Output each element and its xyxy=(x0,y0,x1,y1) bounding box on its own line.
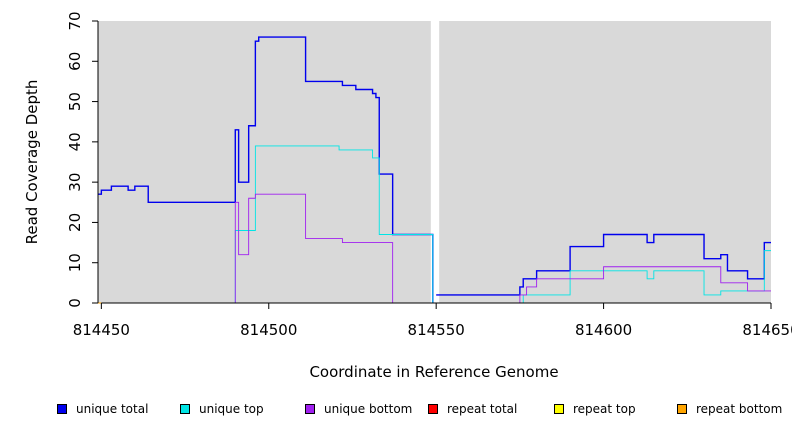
x-tick-label-814650: 814650 xyxy=(742,321,792,339)
series-line-unique-total-part-2 xyxy=(436,233,771,296)
legend-item-repeat-top: repeat top xyxy=(554,400,636,418)
plot-panels xyxy=(98,21,771,303)
legend-item-unique-total: unique total xyxy=(57,400,148,418)
x-tick-label-814550: 814550 xyxy=(408,321,465,339)
legend-swatch xyxy=(57,404,67,414)
plot-panel-right xyxy=(439,21,771,303)
legend-swatch xyxy=(305,404,315,414)
legend-label: repeat top xyxy=(573,402,636,416)
legend-label: repeat total xyxy=(447,402,518,416)
y-tick-label-30: 30 xyxy=(66,173,84,192)
legend-item-unique-top: unique top xyxy=(180,400,264,418)
y-axis-title: Read Coverage Depth xyxy=(23,80,41,245)
legend-item-repeat-bottom: repeat bottom xyxy=(677,400,782,418)
legend-label: unique total xyxy=(76,402,149,416)
y-tick-label-60: 60 xyxy=(66,52,84,71)
x-tick-label-814600: 814600 xyxy=(575,321,632,339)
series-line-unique-total-part-1 xyxy=(98,36,434,303)
y-tick-label-20: 20 xyxy=(66,213,84,232)
x-tick-label-814500: 814500 xyxy=(240,321,297,339)
legend-swatch xyxy=(554,404,564,414)
legend-item-unique-bottom: unique bottom xyxy=(305,400,412,418)
y-tick-label-50: 50 xyxy=(66,92,84,111)
legend-label: unique bottom xyxy=(324,402,413,416)
series-line-unique-top-part-2 xyxy=(436,250,771,304)
legend-label: unique top xyxy=(199,402,264,416)
legend: unique total unique top unique bottom repea… xyxy=(0,400,792,418)
y-tick-label-40: 40 xyxy=(66,132,84,151)
y-tick-label-10: 10 xyxy=(66,253,84,272)
y-tick-label-0: 0 xyxy=(66,298,84,308)
series-line-unique-bottom-part-2 xyxy=(436,266,771,304)
legend-label: repeat bottom xyxy=(696,402,783,416)
x-axis: 814450 814500 814550 814600 814650 xyxy=(73,302,792,339)
legend-swatch xyxy=(428,404,438,414)
y-axis: 0 10 20 30 40 50 60 70 xyxy=(66,11,99,308)
x-tick-label-814450: 814450 xyxy=(73,321,130,339)
legend-swatch xyxy=(677,404,687,414)
y-tick-label-70: 70 xyxy=(66,11,84,30)
plot-panel-left xyxy=(98,21,431,303)
x-axis-title: Coordinate in Reference Genome xyxy=(309,363,558,381)
series-line-unique-bottom-part-1 xyxy=(98,193,433,304)
legend-item-repeat-total: repeat total xyxy=(428,400,517,418)
legend-swatch xyxy=(180,404,190,414)
